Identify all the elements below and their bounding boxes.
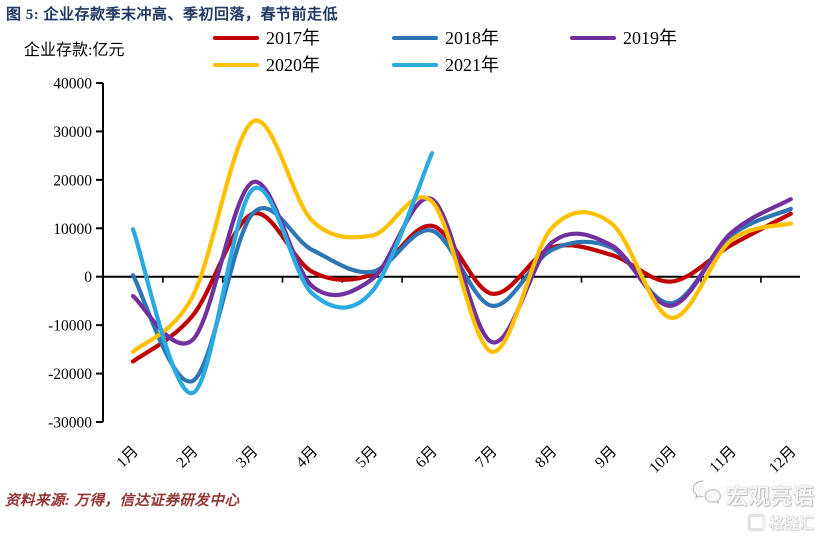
- legend-label: 2021年: [445, 55, 499, 75]
- series-line-2020年: [130, 118, 793, 354]
- y-tick-label: 20000: [53, 172, 92, 189]
- watermark-logo-row: 格隆汇: [692, 512, 814, 533]
- legend-label: 2017年: [266, 28, 320, 48]
- series-line-2019年: [130, 179, 793, 346]
- x-tick-label: 1月: [113, 443, 141, 471]
- watermark-brand-row: 宏观亮语: [692, 479, 814, 511]
- legend-label: 2019年: [623, 28, 677, 48]
- figure-title: 图 5: 企业存款季末冲高、季初回落，春节前走低: [6, 7, 338, 23]
- watermark-brand-text: 宏观亮语: [725, 484, 814, 509]
- y-tick-label: 10000: [53, 221, 92, 238]
- legend-swatch-icon: [570, 35, 616, 41]
- x-tick-label: 9月: [592, 443, 620, 471]
- legend-swatch-icon: [213, 35, 259, 41]
- watermark: 宏观亮语 格隆汇: [692, 479, 814, 533]
- x-tick-label: 12月: [766, 443, 800, 477]
- x-tick-label: 5月: [353, 443, 381, 471]
- legend-item-2020年: 2020年: [213, 56, 320, 74]
- gelonghui-logo-icon: [747, 514, 765, 531]
- y-tick-label: 40000: [53, 75, 92, 92]
- legend-item-2017年: 2017年: [213, 29, 320, 47]
- y-tick-label: -10000: [48, 318, 92, 335]
- legend-item-2021年: 2021年: [392, 56, 499, 74]
- y-tick-label: -30000: [48, 414, 92, 431]
- legend-swatch-icon: [213, 62, 259, 68]
- x-tick-label: 8月: [532, 443, 560, 471]
- legend-item-2019年: 2019年: [570, 29, 677, 47]
- x-tick-label: 10月: [646, 443, 680, 477]
- data-source-note: 资料来源: 万得，信达证券研发中心: [5, 493, 240, 509]
- x-tick-label: 2月: [173, 443, 201, 471]
- x-tick-label: 7月: [472, 443, 500, 471]
- y-tick-label: 0: [84, 269, 92, 286]
- wechat-icon: [692, 480, 722, 510]
- legend-item-2018年: 2018年: [392, 29, 499, 47]
- legend-swatch-icon: [392, 35, 438, 41]
- x-tick-label: 3月: [233, 443, 261, 471]
- legend-label: 2020年: [266, 55, 320, 75]
- x-tick-label: 11月: [706, 443, 740, 477]
- watermark-logo-text: 格隆汇: [768, 516, 814, 532]
- series-line-2018年: [130, 206, 793, 384]
- legend-label: 2018年: [445, 28, 499, 48]
- y-axis-unit-label: 企业存款:亿元: [24, 42, 125, 59]
- x-tick-label: 4月: [293, 443, 321, 471]
- y-tick-label: -20000: [48, 366, 92, 383]
- series-line-2021年: [130, 151, 435, 396]
- x-tick-label: 6月: [412, 443, 440, 471]
- legend-swatch-icon: [392, 62, 438, 68]
- y-tick-label: 30000: [53, 124, 92, 141]
